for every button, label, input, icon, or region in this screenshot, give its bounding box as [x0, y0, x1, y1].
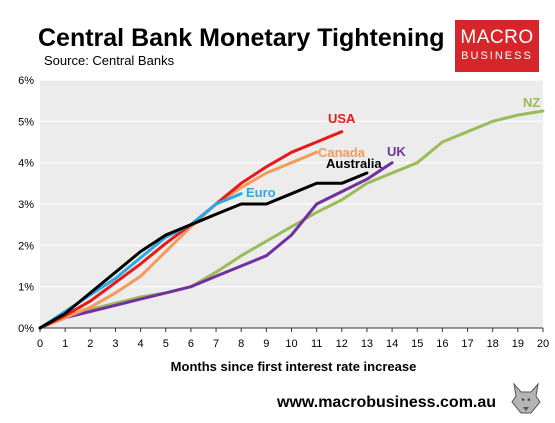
x-tick-label: 2 — [87, 338, 93, 350]
series-line-nz — [38, 109, 545, 330]
series-label-usa: USA — [328, 111, 356, 126]
series-label-nz: NZ — [523, 95, 540, 110]
page-title: Central Bank Monetary Tightening — [38, 24, 445, 52]
x-tick-label: 9 — [263, 338, 269, 350]
y-tick-label: 6% — [18, 75, 34, 87]
y-tick-label: 4% — [18, 158, 34, 170]
x-tick-label: 15 — [411, 338, 423, 350]
axes: 0%1%2%3%4%5%6%0 1 2 3 4 5 6 7 8 9 10 11 12 13 14 15 16 17… — [18, 75, 549, 350]
x-tick-label: 4 — [138, 338, 144, 350]
x-tick-label: 14 — [386, 338, 398, 350]
x-tick-label: 1 — [62, 338, 68, 350]
x-tick-label: 19 — [512, 338, 524, 350]
series-label-uk: UK — [387, 144, 406, 159]
y-tick-label: 1% — [18, 282, 34, 294]
chart-subtitle: Source: Central Banks — [44, 53, 175, 68]
x-tick-label: 0 — [37, 338, 43, 350]
website-url: www.macrobusiness.com.au — [277, 394, 497, 411]
x-tick-label: 17 — [461, 338, 473, 350]
series-label-canada: Canada — [318, 145, 366, 160]
series-label-australia: Australia — [326, 156, 382, 171]
x-tick-label: 16 — [436, 338, 448, 350]
y-tick-label: 2% — [18, 240, 34, 252]
x-tick-label: 8 — [238, 338, 244, 350]
x-tick-label: 20 — [537, 338, 549, 350]
x-tick-label: 5 — [163, 338, 169, 350]
y-tick-label: 0% — [18, 323, 34, 335]
x-tick-label: 11 — [311, 338, 322, 350]
x-tick-label: 12 — [336, 338, 348, 350]
x-tick-label: 7 — [213, 338, 219, 350]
series-lines — [38, 109, 545, 330]
series-label-euro: Euro — [246, 185, 276, 200]
y-tick-label: 3% — [18, 199, 34, 211]
x-tick-label: 13 — [361, 338, 373, 350]
x-tick-label: 3 — [112, 338, 118, 350]
series-line-canada — [38, 150, 319, 330]
series-line-uk — [38, 161, 394, 330]
series-line-australia — [38, 171, 369, 330]
x-axis-label: Months since first interest rate increas… — [171, 359, 417, 374]
wolf-head-icon — [509, 380, 543, 416]
logo-line2: BUSINESS — [461, 50, 533, 62]
macrobusiness-logo: MACRO BUSINESS — [455, 20, 539, 72]
x-tick-label: 10 — [285, 338, 297, 350]
y-tick-label: 5% — [18, 116, 34, 128]
logo-line1: MACRO — [460, 27, 534, 48]
x-tick-label: 18 — [487, 338, 499, 350]
x-tick-label: 6 — [188, 338, 194, 350]
